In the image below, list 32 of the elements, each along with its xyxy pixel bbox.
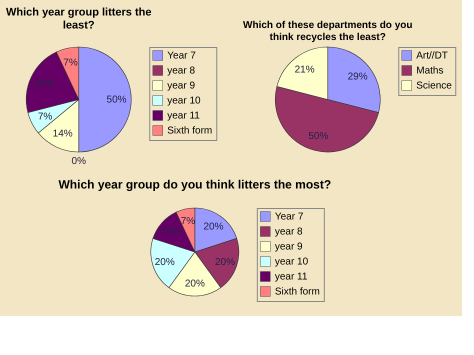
- data-label: 50%: [308, 131, 328, 142]
- data-label: 20%: [214, 256, 236, 268]
- data-label: 14%: [52, 128, 73, 140]
- legend-label: Art//DT: [416, 50, 448, 62]
- legend-label: year 11: [167, 110, 200, 122]
- data-label: 20%: [203, 221, 224, 232]
- chart-title: Which year group litters the least?: [6, 6, 152, 32]
- data-label: 22%: [34, 78, 55, 90]
- data-label: 20%: [184, 278, 205, 290]
- legend-label: Science: [416, 80, 452, 92]
- legend-label: Sixth form: [274, 286, 320, 298]
- text: 0%: [72, 156, 86, 167]
- data-label: 7%: [38, 112, 52, 123]
- legend-label: Sixth form: [167, 126, 212, 136]
- data-label: 50%: [106, 94, 127, 106]
- data-label: 13%: [161, 226, 182, 238]
- data-label: 20%: [154, 256, 175, 268]
- legend-label: year 11: [274, 272, 308, 282]
- legend-label: year 9: [274, 242, 304, 252]
- data-label: 29%: [348, 71, 368, 82]
- legend-label: Maths: [416, 66, 444, 76]
- legend-label: Year 7: [274, 212, 304, 222]
- legend-label: year 9: [167, 80, 196, 92]
- chart-title: Which of these departments do you think recycles the least?: [243, 20, 412, 43]
- legend-label: year 8: [167, 66, 196, 76]
- legend-label: year 10: [274, 256, 309, 268]
- chart-title: Which year group do you think litters the most?: [58, 177, 332, 192]
- legend-label: year 10: [167, 96, 202, 106]
- data-label: 7%: [63, 58, 78, 69]
- legend-label: year 8: [274, 226, 304, 238]
- data-label: 21%: [294, 64, 315, 76]
- legend-label: Year 7: [167, 50, 196, 62]
